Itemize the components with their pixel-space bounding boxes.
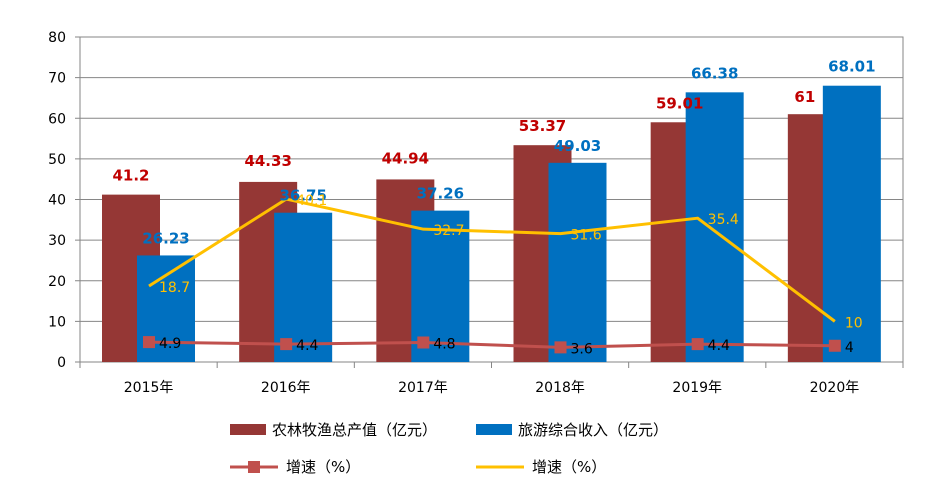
line-marker — [691, 338, 704, 351]
bar-value-label: 66.38 — [691, 64, 738, 82]
bar-tourism — [548, 162, 607, 362]
bar-tourism — [274, 212, 333, 362]
x-tick-label: 2017年 — [398, 380, 448, 396]
line-value-label: 31.6 — [571, 228, 602, 244]
bar-value-label: 37.26 — [417, 185, 464, 203]
bar-value-label: 68.01 — [828, 58, 875, 76]
legend-swatch — [476, 424, 512, 435]
y-tick-label: 40 — [48, 193, 66, 209]
line-value-label: 18.7 — [159, 280, 190, 296]
x-tick-label: 2019年 — [672, 380, 722, 396]
x-tick-label: 2015年 — [124, 380, 174, 396]
line-value-label: 32.7 — [433, 223, 464, 239]
y-tick-label: 70 — [48, 71, 66, 87]
line-marker — [554, 341, 567, 354]
legend: 农林牧渔总产值（亿元） 旅游综合收入（亿元） 增速（%） 增速（%） — [230, 421, 668, 476]
y-tick-label: 0 — [57, 355, 66, 371]
bar-value-label: 53.37 — [519, 117, 566, 135]
legend-label: 农林牧渔总产值（亿元） — [272, 421, 437, 439]
bars — [102, 85, 881, 363]
data-labels: 41.2 44.33 44.94 53.37 59.01 61 26.23 36.75 37.2… — [112, 58, 875, 358]
line-marker — [417, 336, 430, 349]
line-value-label: 40.1 — [296, 193, 327, 209]
line-value-label: 3.6 — [571, 341, 593, 357]
axes: 0 10 20 30 40 50 60 70 80 2015年 2016年 2017年 2018年 201… — [48, 30, 904, 396]
bar-value-label: 41.2 — [112, 167, 149, 185]
legend-marker — [248, 461, 260, 473]
legend-item-agri: 农林牧渔总产值（亿元） — [230, 421, 437, 439]
line-value-label: 4.4 — [296, 338, 318, 354]
line-value-label: 4 — [845, 340, 854, 356]
line-marker — [828, 339, 841, 352]
legend-item-growth-red: 增速（%） — [230, 458, 360, 476]
line-value-label: 35.4 — [708, 212, 739, 228]
line-marker — [280, 338, 293, 351]
bar-value-label: 49.03 — [554, 137, 601, 155]
lines — [143, 197, 841, 354]
y-tick-label: 50 — [48, 152, 66, 168]
growth-line-red — [148, 340, 835, 349]
bar-value-label: 26.23 — [142, 229, 189, 247]
y-tick-label: 20 — [48, 274, 66, 290]
line-marker — [143, 336, 155, 349]
bar-tourism — [685, 92, 744, 363]
legend-label: 旅游综合收入（亿元） — [518, 421, 668, 439]
y-tick-label: 80 — [48, 30, 66, 46]
line-value-label: 4.9 — [159, 336, 181, 352]
y-tick-label: 60 — [48, 111, 66, 127]
legend-label: 增速（%） — [532, 458, 606, 476]
line-value-label: 10 — [845, 315, 863, 331]
bar-value-label: 44.33 — [244, 152, 291, 170]
x-tick-label: 2020年 — [810, 380, 860, 396]
bar-value-label: 36.75 — [279, 187, 326, 205]
y-tick-label: 30 — [48, 233, 66, 249]
growth-line-yellow — [148, 197, 836, 323]
bar-tourism — [822, 85, 881, 362]
bar-value-label: 59.01 — [656, 94, 703, 112]
legend-item-tourism: 旅游综合收入（亿元） — [476, 421, 668, 439]
y-tick-label: 10 — [48, 314, 66, 330]
x-tick-label: 2018年 — [535, 380, 585, 396]
bar-value-label: 61 — [794, 88, 815, 106]
legend-item-growth-yellow: 增速（%） — [476, 458, 606, 476]
legend-swatch — [230, 424, 266, 435]
line-value-label: 4.4 — [708, 338, 730, 354]
bar-value-label: 44.94 — [382, 149, 429, 167]
line-value-label: 4.8 — [433, 337, 455, 353]
x-tick-label: 2016年 — [261, 380, 311, 396]
legend-label: 增速（%） — [286, 458, 360, 476]
gridlines — [79, 36, 904, 363]
